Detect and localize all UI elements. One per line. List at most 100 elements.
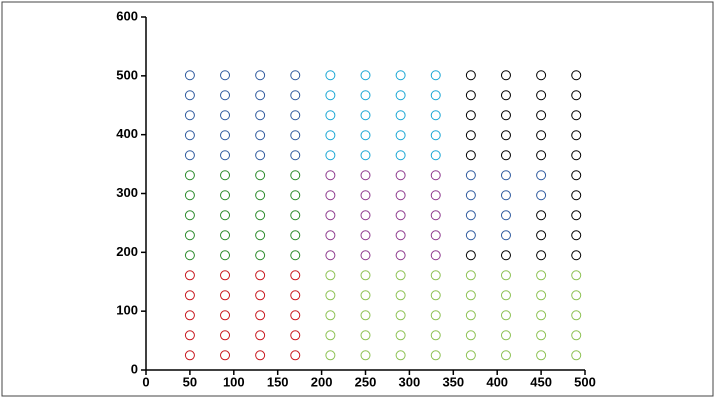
point: [395, 170, 406, 181]
point: [465, 290, 476, 301]
point: [255, 330, 266, 341]
point: [395, 130, 406, 141]
point: [430, 130, 441, 141]
point: [395, 330, 406, 341]
point: [325, 350, 336, 361]
point: [220, 150, 231, 161]
point: [184, 230, 195, 241]
point: [255, 130, 266, 141]
point: [255, 210, 266, 221]
point: [184, 170, 195, 181]
point: [184, 70, 195, 81]
point: [500, 110, 511, 121]
point: [290, 150, 301, 161]
point: [465, 170, 476, 181]
point: [571, 250, 582, 261]
point: [536, 90, 547, 101]
point: [465, 310, 476, 321]
point: [536, 230, 547, 241]
y-tick-label: 600: [116, 8, 138, 23]
point: [430, 250, 441, 261]
point: [430, 190, 441, 201]
point: [184, 90, 195, 101]
point: [430, 70, 441, 81]
point: [290, 230, 301, 241]
point: [430, 230, 441, 241]
x-tick-label: 450: [530, 374, 552, 389]
y-tick-label: 400: [116, 126, 138, 141]
point: [360, 110, 371, 121]
point: [430, 210, 441, 221]
point: [571, 230, 582, 241]
point: [500, 230, 511, 241]
point: [395, 150, 406, 161]
point: [430, 290, 441, 301]
point: [220, 110, 231, 121]
point: [255, 270, 266, 281]
point: [571, 110, 582, 121]
point: [290, 190, 301, 201]
point: [360, 270, 371, 281]
point: [465, 110, 476, 121]
point: [395, 90, 406, 101]
point: [571, 90, 582, 101]
point: [220, 170, 231, 181]
point: [536, 290, 547, 301]
point: [430, 90, 441, 101]
point: [184, 310, 195, 321]
point: [360, 210, 371, 221]
x-tick-label: 300: [399, 374, 421, 389]
point: [220, 130, 231, 141]
point: [536, 190, 547, 201]
point: [255, 90, 266, 101]
point: [255, 110, 266, 121]
point: [325, 210, 336, 221]
point: [500, 330, 511, 341]
point: [536, 330, 547, 341]
point: [220, 290, 231, 301]
point: [325, 70, 336, 81]
point: [395, 210, 406, 221]
point: [290, 330, 301, 341]
x-tick-label: 500: [574, 374, 596, 389]
point: [255, 310, 266, 321]
point: [290, 130, 301, 141]
point: [360, 190, 371, 201]
point: [220, 310, 231, 321]
point: [184, 350, 195, 361]
point: [360, 150, 371, 161]
point: [290, 350, 301, 361]
point: [430, 270, 441, 281]
point: [255, 290, 266, 301]
x-tick-label: 250: [355, 374, 377, 389]
x-tick-label: 0: [142, 374, 149, 389]
x-tick-label: 100: [223, 374, 245, 389]
point: [220, 210, 231, 221]
point: [290, 110, 301, 121]
point: [571, 350, 582, 361]
point: [290, 210, 301, 221]
point: [360, 330, 371, 341]
point: [465, 90, 476, 101]
frame: [1, 1, 714, 397]
point: [220, 230, 231, 241]
point: [220, 250, 231, 261]
y-tick-label: 300: [116, 185, 138, 200]
x-tick-label: 350: [442, 374, 464, 389]
point: [571, 310, 582, 321]
point: [500, 270, 511, 281]
x-tick-label: 400: [486, 374, 508, 389]
point: [571, 290, 582, 301]
x-tick-label: 200: [311, 374, 333, 389]
point: [536, 210, 547, 221]
point: [430, 310, 441, 321]
point: [465, 270, 476, 281]
point: [395, 310, 406, 321]
point: [255, 190, 266, 201]
point: [465, 70, 476, 81]
point: [571, 70, 582, 81]
x-tick-label: 50: [183, 374, 197, 389]
point: [571, 170, 582, 181]
point: [290, 170, 301, 181]
